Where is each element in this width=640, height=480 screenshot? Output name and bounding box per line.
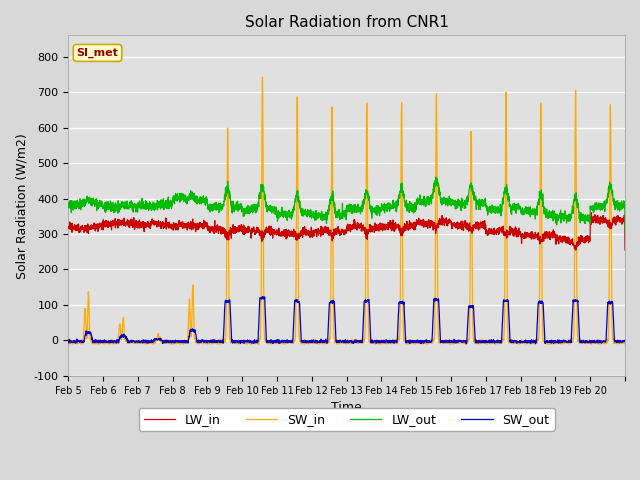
SW_out (161, 340, 169, 346)
LW_out (278, 212, 285, 218)
LW_out (550, 208, 558, 214)
LW_out (302, 210, 310, 216)
SW_in (65, 341, 73, 347)
SW_in (303, 339, 310, 345)
LW_in (588, 210, 595, 216)
SW_out (278, 338, 286, 344)
SW_out (611, 338, 618, 344)
SW_in (550, 339, 558, 345)
Title: Solar Radiation from CNR1: Solar Radiation from CNR1 (244, 15, 449, 30)
SW_in (65, 339, 72, 345)
SW_out (302, 338, 310, 344)
SW_out (621, 338, 629, 344)
Line: LW_out: LW_out (68, 177, 625, 232)
LW_out (621, 229, 629, 235)
SW_out (259, 294, 266, 300)
SW_out (532, 341, 540, 347)
SW_in (621, 339, 629, 345)
Line: SW_out: SW_out (68, 297, 625, 344)
LW_in (550, 235, 558, 240)
Line: LW_in: LW_in (68, 213, 625, 250)
LW_out (128, 203, 136, 208)
LW_in (161, 222, 169, 228)
LW_in (128, 222, 136, 228)
LW_in (65, 224, 72, 229)
X-axis label: Time: Time (332, 401, 362, 414)
SW_in (259, 74, 266, 80)
SW_in (611, 340, 618, 346)
Line: SW_in: SW_in (68, 77, 625, 344)
SW_out (128, 339, 136, 345)
SW_in (278, 338, 286, 344)
SW_out (65, 339, 72, 345)
LW_in (611, 217, 618, 223)
SW_in (128, 339, 136, 345)
Legend: LW_in, SW_in, LW_out, SW_out: LW_in, SW_in, LW_out, SW_out (139, 408, 554, 431)
LW_out (65, 203, 72, 209)
SW_out (550, 338, 558, 344)
SW_in (161, 340, 169, 346)
LW_in (278, 233, 285, 239)
Text: SI_met: SI_met (77, 48, 118, 58)
Y-axis label: Solar Radiation (W/m2): Solar Radiation (W/m2) (15, 133, 28, 278)
LW_out (432, 174, 440, 180)
LW_out (611, 201, 618, 207)
LW_in (621, 247, 629, 253)
LW_out (161, 202, 169, 207)
LW_in (302, 232, 310, 238)
LW_in (572, 247, 579, 253)
